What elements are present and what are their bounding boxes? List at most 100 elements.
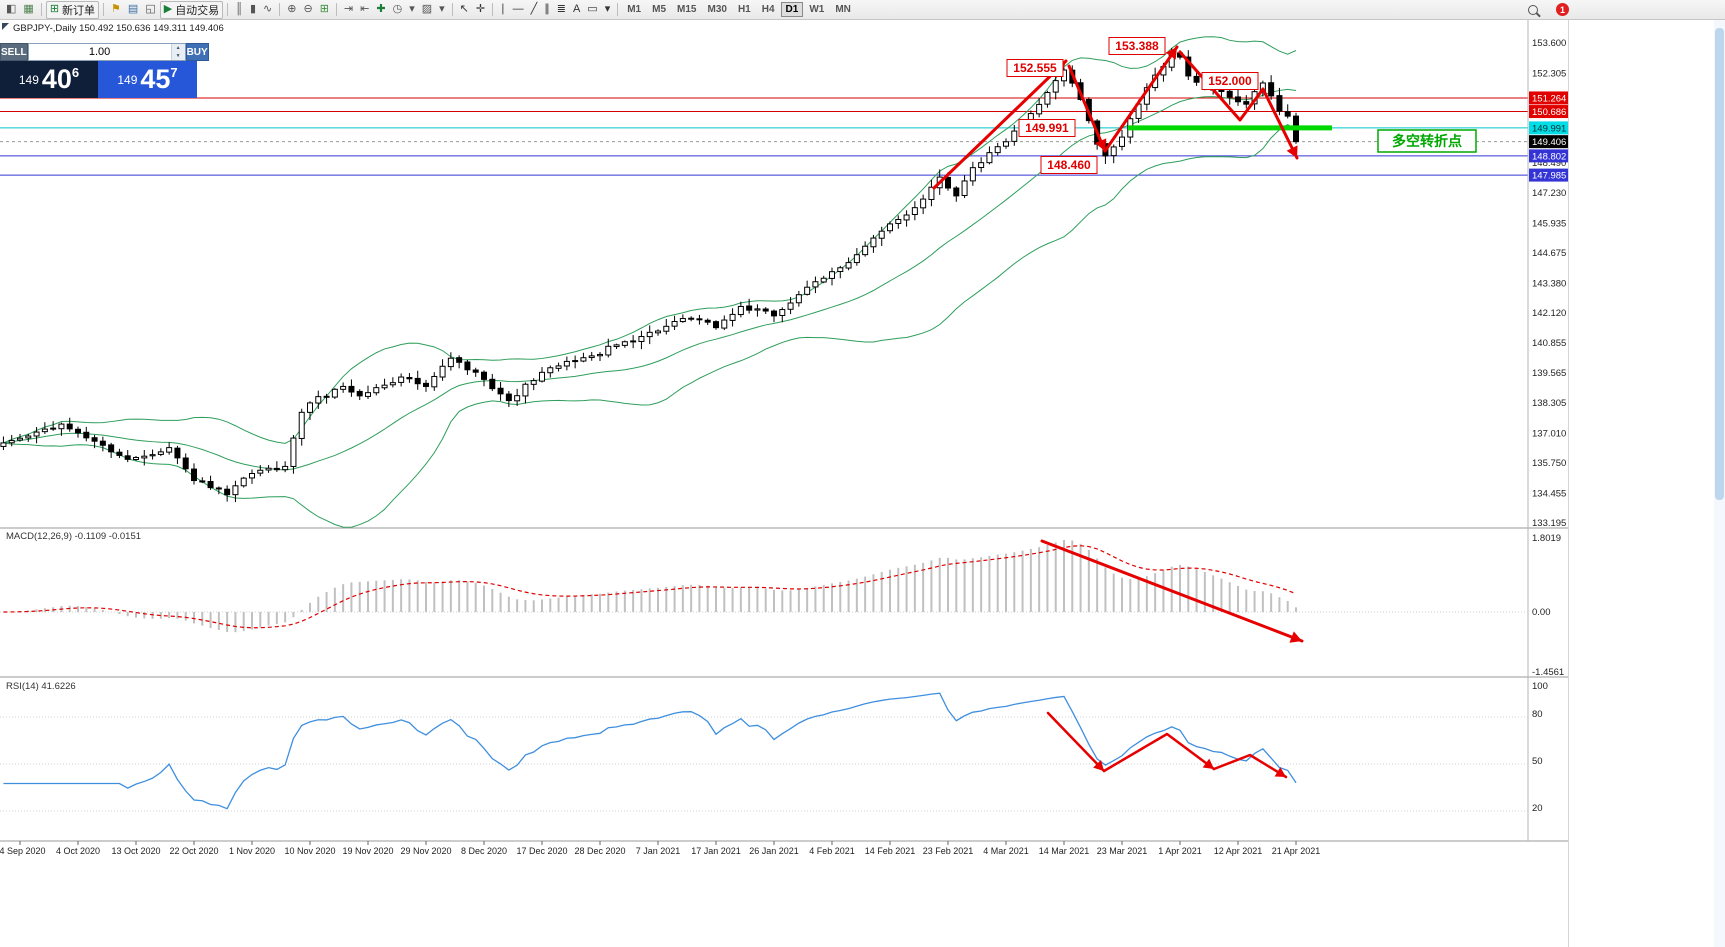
new-chart-icon[interactable]: ◧ — [3, 2, 19, 18]
arrows-dropdown-icon[interactable]: ▾ — [602, 2, 614, 18]
new-chart-icon-glyph: ◧ — [6, 3, 17, 15]
bid-price-big: 40 — [41, 64, 72, 94]
svg-text:7 Jan 2021: 7 Jan 2021 — [636, 846, 681, 856]
trendline-icon[interactable]: ╱ — [528, 2, 541, 18]
line-chart-icon[interactable]: ∿ — [260, 2, 275, 18]
trendline-icon-glyph: ╱ — [530, 3, 538, 15]
horizontal-lines-layer[interactable] — [0, 97, 1528, 176]
search-icon[interactable] — [1525, 2, 1541, 18]
text-label-icon[interactable]: ▭ — [584, 2, 600, 18]
periods-dropdown-icon[interactable]: ▾ — [406, 2, 418, 18]
chart-shift-icon[interactable]: ⇤ — [357, 2, 372, 18]
vertical-line-icon-glyph: ∣ — [500, 3, 506, 15]
ask-price-sup: 7 — [170, 65, 178, 80]
bid-price-sup: 6 — [71, 65, 80, 80]
print-icon-glyph: ▤ — [127, 3, 139, 15]
crosshair-icon[interactable]: ✛ — [473, 2, 488, 18]
price-callouts[interactable]: 152.555 153.388 152.000 149.991 148.460 — [1006, 37, 1259, 174]
ask-price-button[interactable]: 149 45 7 — [98, 61, 197, 98]
arrows-dropdown-icon-glyph: ▾ — [604, 3, 611, 15]
new-order-button[interactable]: ⊞ 新订单 — [45, 0, 100, 19]
trade-controls-row: SELL ▲ ▼ BUY — [0, 43, 209, 61]
text-icon-glyph: A — [572, 3, 581, 15]
bar-chart-icon[interactable]: ║ — [232, 2, 246, 18]
fibonacci-icon[interactable]: ≣ — [554, 2, 569, 18]
alerts-icon[interactable]: ⚑ — [108, 2, 124, 18]
svg-text:23 Feb 2021: 23 Feb 2021 — [923, 846, 974, 856]
svg-text:1 Nov 2020: 1 Nov 2020 — [229, 846, 275, 856]
zoom-out-icon[interactable]: ⊖ — [300, 2, 315, 18]
indicators-add-icon[interactable]: ✚ — [373, 2, 388, 18]
auto-scroll-icon-glyph: ⇥ — [343, 3, 354, 15]
toolbar-separator — [103, 3, 105, 16]
vertical-scrollbar[interactable] — [1714, 19, 1725, 947]
svg-text:4 Feb 2021: 4 Feb 2021 — [809, 846, 855, 856]
buy-button[interactable]: BUY — [185, 43, 209, 61]
equidistant-channel-icon[interactable]: ∥ — [541, 2, 553, 18]
equidistant-channel-icon-glyph: ∥ — [544, 3, 550, 15]
data-window-icon[interactable]: ◱ — [142, 2, 158, 18]
auto-scroll-icon[interactable]: ⇥ — [341, 2, 356, 18]
svg-text:4 Oct 2020: 4 Oct 2020 — [56, 846, 100, 856]
scrollbar-thumb[interactable] — [1715, 28, 1724, 500]
candlestick-chart-icon[interactable]: ▮ — [247, 2, 259, 18]
timeframe-m5[interactable]: M5 — [652, 4, 667, 15]
new-order-button-label: 新订单 — [62, 4, 96, 17]
one-click-trading-toggle[interactable] — [2, 23, 9, 30]
notification-badge[interactable]: 1 — [1556, 3, 1569, 16]
print-icon[interactable]: ▤ — [125, 2, 141, 18]
zoom-out-icon-glyph: ⊖ — [303, 3, 313, 15]
svg-text:1.8019: 1.8019 — [1532, 533, 1561, 544]
timeframe-h1[interactable]: H1 — [737, 4, 751, 15]
vertical-line-icon[interactable]: ∣ — [497, 2, 509, 18]
volume-down-icon[interactable]: ▼ — [171, 52, 185, 60]
bid-price-button[interactable]: 149 40 6 — [0, 61, 98, 98]
macd-panel: 1.8019 0.00 -1.4561 — [0, 533, 1564, 678]
volume-input[interactable] — [28, 44, 171, 60]
magnifier-glyph — [1528, 4, 1538, 15]
svg-text:0.00: 0.00 — [1532, 607, 1551, 618]
note-box[interactable]: 多空转折点 — [1377, 129, 1477, 153]
timeframe-m30[interactable]: M30 — [707, 4, 727, 15]
volume-up-icon[interactable]: ▲ — [171, 44, 185, 52]
auto-trading-button[interactable]: ▶ 自动交易 — [159, 0, 224, 19]
tile-windows-icon[interactable]: ⊞ — [317, 2, 332, 18]
svg-text:144.675: 144.675 — [1532, 248, 1566, 259]
text-icon[interactable]: A — [570, 2, 583, 18]
svg-text:148.490: 148.490 — [1532, 158, 1566, 169]
trend-arrows[interactable] — [932, 45, 1299, 190]
time-axis[interactable]: 24 Sep 2020 4 Oct 2020 13 Oct 2020 22 Oct 2… — [0, 841, 1320, 856]
crosshair-icon-glyph: ✛ — [475, 3, 486, 15]
chart-profiles-icon-glyph: ▦ — [23, 3, 34, 15]
svg-text:10 Nov 2020: 10 Nov 2020 — [284, 846, 335, 856]
timeframe-m15[interactable]: M15 — [677, 4, 697, 15]
toolbar-separator — [617, 3, 619, 16]
toolbar-separator — [335, 3, 337, 16]
chart-profiles-icon[interactable]: ▦ — [20, 2, 36, 18]
price-axis[interactable]: 153.600 152.305 148.490 147.230 145.935 144.6… — [1529, 38, 1568, 529]
sell-button[interactable]: SELL — [0, 43, 28, 61]
cursor-icon[interactable]: ↖ — [457, 2, 472, 18]
periods-icon[interactable]: ◷ — [390, 2, 406, 18]
timeframe-mn[interactable]: MN — [835, 4, 851, 15]
timeframe-d1[interactable]: D1 — [780, 2, 804, 17]
svg-text:24 Sep 2020: 24 Sep 2020 — [0, 846, 46, 856]
zoom-in-icon[interactable]: ⊕ — [284, 2, 299, 18]
templates-dropdown-icon[interactable]: ▾ — [436, 2, 448, 18]
timeframe-h4[interactable]: H4 — [761, 4, 775, 15]
toolbar-separator — [279, 3, 281, 16]
volume-control: ▲ ▼ — [27, 43, 186, 61]
horizontal-line-icon[interactable]: ― — [510, 2, 527, 18]
svg-text:150.686: 150.686 — [1532, 107, 1566, 118]
svg-text:19 Nov 2020: 19 Nov 2020 — [342, 846, 393, 856]
timeframe-w1[interactable]: W1 — [809, 4, 825, 15]
svg-text:多空转折点: 多空转折点 — [1392, 133, 1462, 149]
svg-text:134.455: 134.455 — [1532, 488, 1566, 499]
templates-icon[interactable]: ▨ — [419, 2, 435, 18]
timeframe-m1[interactable]: M1 — [627, 4, 642, 15]
bar-chart-icon-glyph: ║ — [235, 3, 243, 15]
chart-ohlc-title: GBPJPY-,Daily 150.492 150.636 149.311 14… — [13, 23, 224, 34]
svg-text:26 Jan 2021: 26 Jan 2021 — [749, 846, 799, 856]
svg-text:29 Nov 2020: 29 Nov 2020 — [400, 846, 451, 856]
